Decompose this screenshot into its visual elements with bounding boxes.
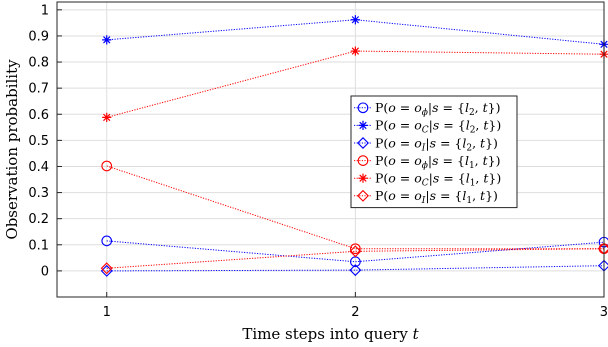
legend-label: P(o = oϕ|s = {l2, t}) (375, 100, 501, 118)
y-tick-label: 1 (41, 3, 49, 18)
y-tick-label: 0.4 (28, 160, 49, 175)
legend-marker (357, 155, 369, 166)
series-line (106, 19, 605, 45)
legend-entry: P(o = oI|s = {l2, t}) (354, 135, 498, 153)
legend: P(o = oϕ|s = {l2, t})P(o = oC|s = {l2, t… (350, 95, 518, 209)
data-point-marker (350, 15, 360, 25)
y-tick-label: 0.5 (28, 134, 49, 149)
data-point-marker (350, 243, 361, 255)
series-line (106, 265, 605, 272)
data-point-marker (102, 112, 112, 122)
legend-label: P(o = oC|s = {l2, t}) (375, 118, 501, 136)
legend-entry: P(o = oϕ|s = {l2, t}) (354, 100, 501, 118)
data-point-marker (349, 264, 362, 277)
legend-entry: P(o = oC|s = {l2, t}) (354, 118, 501, 136)
x-tick-label: 1 (103, 305, 111, 320)
y-tick-label: 0.3 (28, 186, 49, 201)
y-tick-label: 0 (41, 264, 49, 279)
data-point-marker (349, 245, 362, 258)
y-tick-label: 0.2 (28, 212, 49, 227)
legend-label: P(o = oϕ|s = {l1, t}) (375, 153, 501, 171)
series-3 (100, 259, 608, 277)
legend-entry: P(o = oϕ|s = {l1, t}) (354, 153, 501, 171)
legend-label: P(o = oC|s = {l1, t}) (375, 171, 501, 189)
plot-frame (56, 1, 605, 298)
data-point-marker (100, 264, 113, 277)
x-tick-label: 3 (600, 305, 608, 320)
legend-box (350, 95, 518, 209)
data-point-marker (101, 160, 113, 172)
y-tick-label: 0.1 (28, 238, 49, 253)
legend-marker (358, 120, 368, 130)
legend-marker (358, 173, 368, 183)
legend-entry: P(o = oI|s = {l1, t}) (354, 188, 498, 206)
legend-entry: P(o = oC|s = {l1, t}) (354, 171, 501, 189)
legend-label: P(o = oI|s = {l1, t}) (375, 188, 498, 206)
y-tick-label: 0.9 (28, 29, 49, 44)
y-axis-title: Observation probability (3, 59, 21, 240)
data-point-marker (102, 35, 112, 45)
data-point-marker (100, 262, 113, 275)
y-tick-label: 0.7 (28, 82, 49, 97)
y-tick-label: 0.8 (28, 56, 49, 71)
data-point-marker (350, 46, 360, 56)
legend-label: P(o = oI|s = {l2, t}) (375, 135, 498, 153)
x-tick-label: 2 (351, 305, 359, 320)
legend-marker (357, 189, 369, 202)
legend-marker (357, 102, 369, 114)
legend-marker (357, 137, 369, 149)
y-tick-label: 0.6 (28, 108, 49, 123)
data-point-marker (101, 235, 113, 247)
tick-layer: 0 0.1 0.2 0.3 0.4 0.5 0.6 0.7 0.8 0.9 1 1 2 3 (28, 3, 608, 320)
x-axis-title: Time steps into query t (242, 325, 419, 343)
